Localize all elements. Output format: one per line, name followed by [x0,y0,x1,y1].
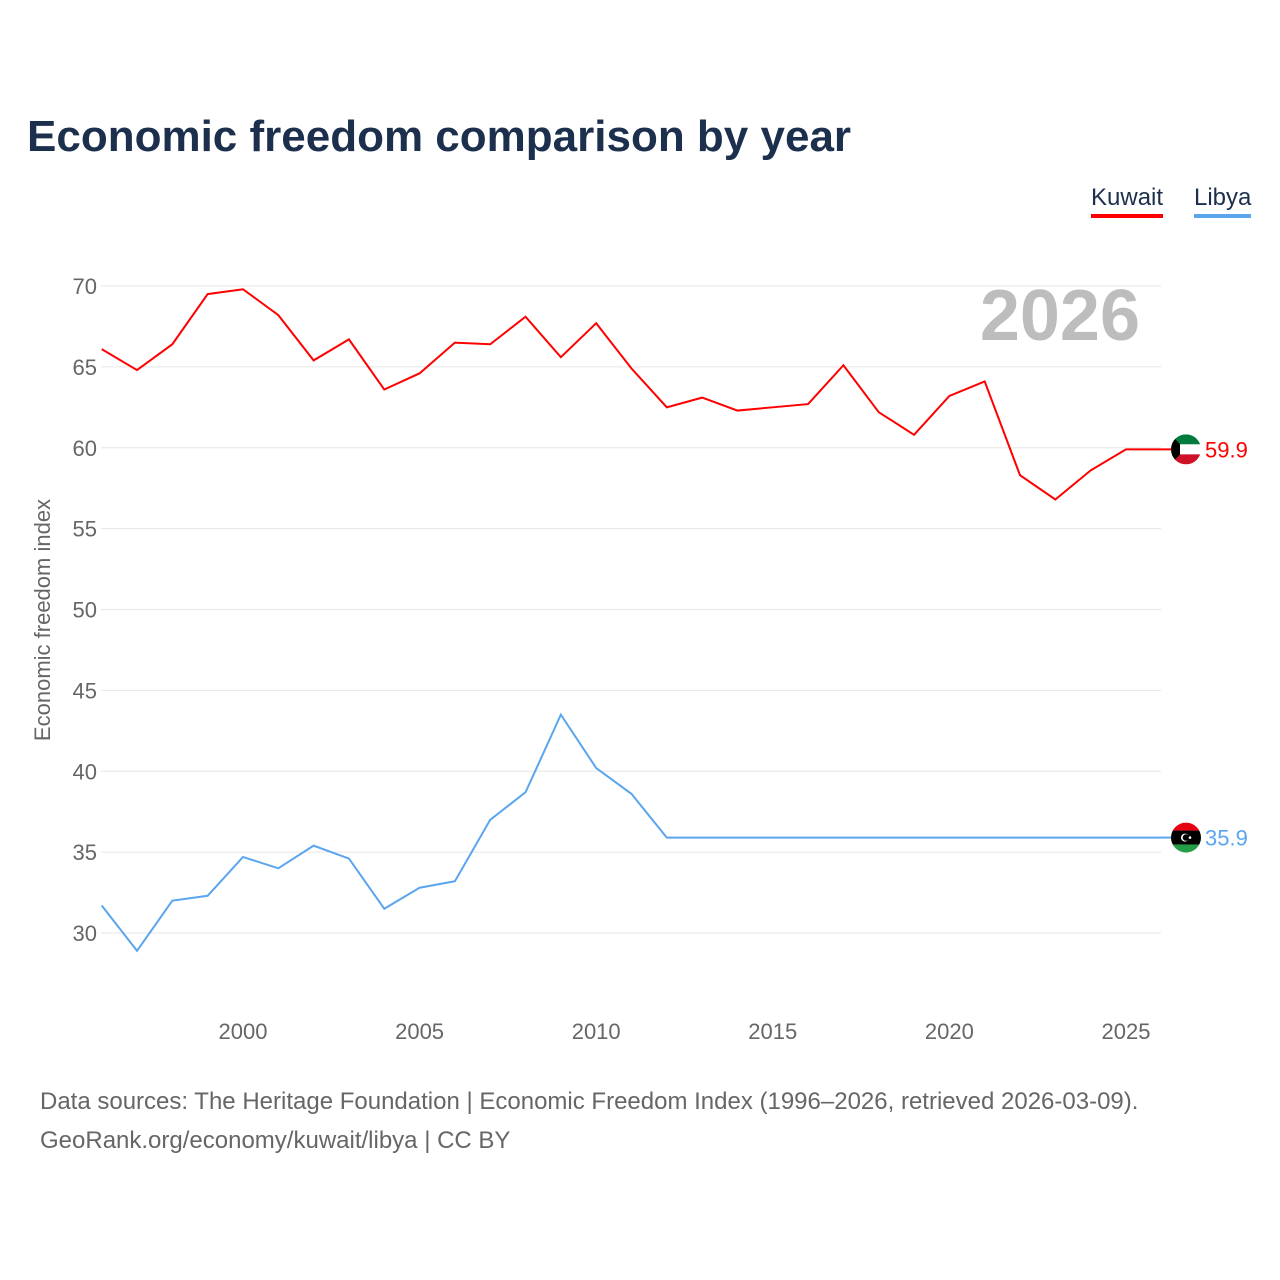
y-tick-label: 55 [73,517,97,542]
libya-flag-icon [1171,822,1201,853]
series-line-libya [100,712,1162,953]
kuwait-flag-icon [1171,434,1201,465]
x-tick-label: 2005 [395,1019,444,1044]
x-tick-label: 2025 [1102,1019,1151,1044]
y-tick-label: 70 [73,274,97,299]
year-annotation: 2026 [980,276,1140,356]
chart-title: Economic freedom comparison by year [27,112,852,161]
x-tick-label: 2015 [748,1019,797,1044]
y-tick-label: 40 [73,759,97,784]
footer-source: Data sources: The Heritage Foundation | … [40,1088,1139,1115]
y-tick-label: 30 [73,921,97,946]
y-tick-label: 65 [73,355,97,380]
series-line-kuwait [101,288,1162,501]
legend-kuwait[interactable]: Kuwait [1091,184,1164,218]
x-tick-label: 2010 [572,1019,621,1044]
y-tick-label: 50 [73,598,97,623]
x-tick-label: 2000 [219,1019,268,1044]
y-tick-label: 60 [73,436,97,461]
y-tick-label: 45 [73,678,97,703]
end-value-label: 35.9 [1205,826,1248,851]
y-axis-label: Economic freedom index [30,499,55,741]
end-value-label: 59.9 [1205,437,1248,462]
y-tick-label: 35 [73,840,97,865]
legend-libya[interactable]: Libya [1194,184,1252,218]
x-tick-label: 2020 [925,1019,974,1044]
footer-link[interactable]: GeoRank.org/economy/kuwait/libya | CC BY [40,1127,511,1154]
